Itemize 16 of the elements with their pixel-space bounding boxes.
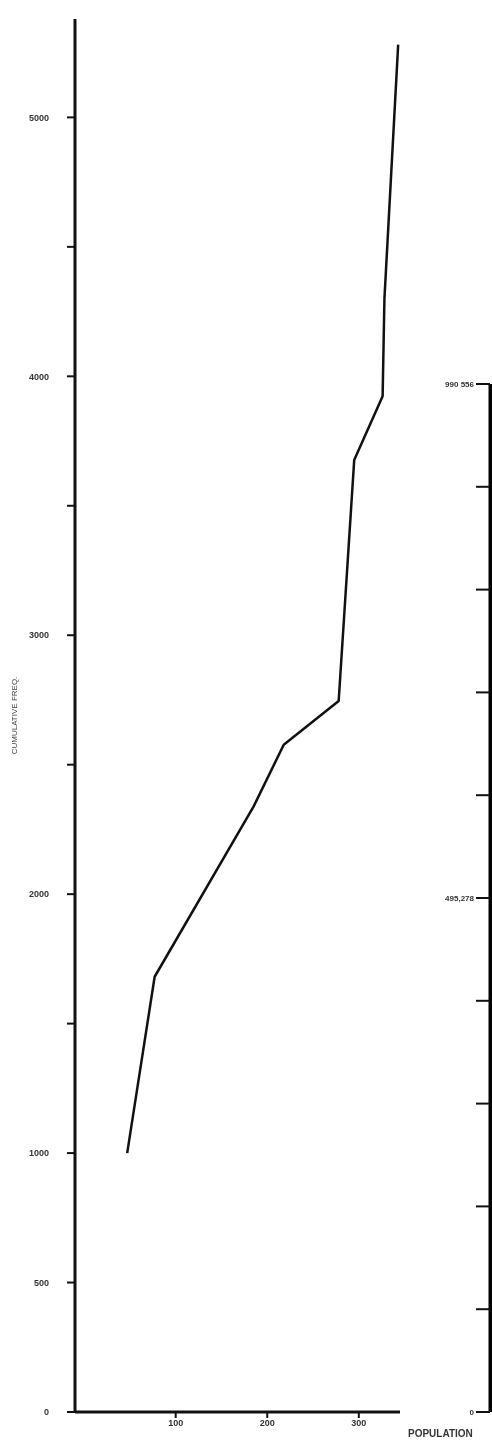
x-tick-label: 100 xyxy=(168,1418,184,1429)
y-tick-label: 0 xyxy=(43,1407,49,1418)
x-tick-label: 200 xyxy=(259,1418,275,1429)
x-tick-label: 300 xyxy=(351,1418,367,1429)
y-tick-label: 500 xyxy=(33,1277,49,1288)
y-axis-title: CUMULATIVE FREQ. xyxy=(9,676,19,755)
y-tick-label: 2000 xyxy=(28,889,49,900)
y-tick-label: 1000 xyxy=(28,1148,49,1159)
x-axis-title: POPULATION xyxy=(408,1428,473,1439)
line-series xyxy=(125,43,400,1155)
y2-tick-label: 495,278 xyxy=(445,894,475,903)
y-tick-label: 5000 xyxy=(28,112,49,123)
y-tick-label: 3000 xyxy=(28,630,49,641)
y2-tick-label: 990 556 xyxy=(445,380,475,389)
y-tick-label: 4000 xyxy=(28,371,49,382)
y2-tick-label: 0 xyxy=(469,1408,475,1417)
